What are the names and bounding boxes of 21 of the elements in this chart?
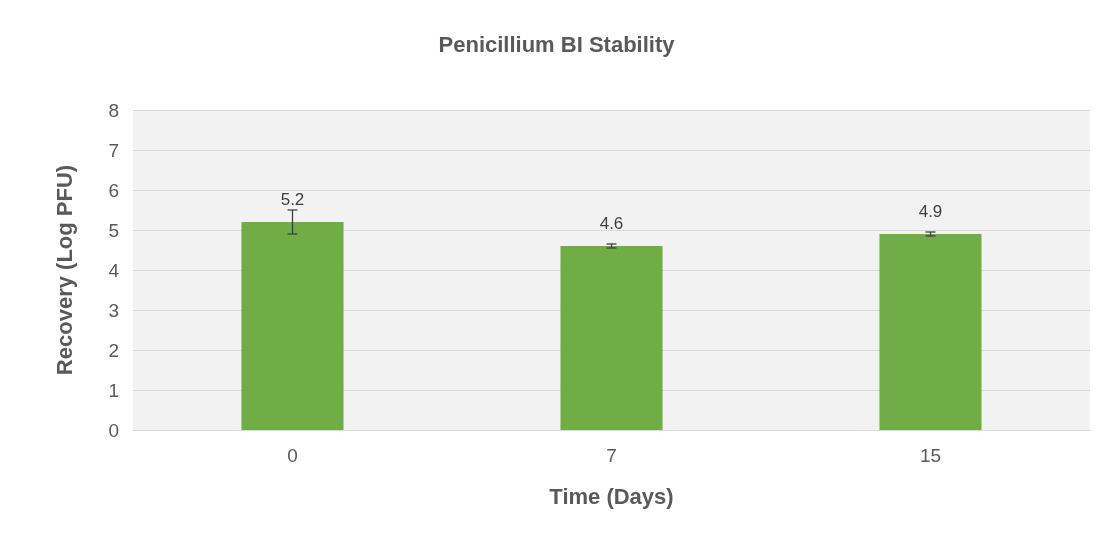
x-tick-label: 7 — [606, 445, 617, 466]
y-tick-label: 5 — [108, 219, 119, 241]
chart-title: Penicillium BI Stability — [438, 31, 676, 57]
y-tick-label: 2 — [108, 339, 119, 361]
y-tick-label: 1 — [108, 379, 119, 401]
y-tick-label: 0 — [108, 419, 119, 441]
data-label: 5.2 — [280, 190, 305, 209]
y-tick-label: 7 — [108, 139, 119, 161]
bar — [241, 222, 344, 430]
x-tick-label: 0 — [287, 445, 298, 466]
x-axis-title: Time (Days) — [549, 483, 674, 509]
x-tick-label: 15 — [919, 445, 942, 466]
y-tick-label: 6 — [108, 179, 119, 201]
y-tick-label: 4 — [108, 259, 120, 281]
data-label: 4.9 — [918, 202, 943, 221]
data-label: 4.6 — [599, 214, 624, 233]
bar — [879, 234, 982, 430]
y-tick-label: 3 — [108, 299, 119, 321]
y-tick-label: 8 — [108, 99, 119, 121]
bar — [560, 246, 663, 430]
y-axis-title: Recovery (Log PFU) — [51, 164, 77, 376]
